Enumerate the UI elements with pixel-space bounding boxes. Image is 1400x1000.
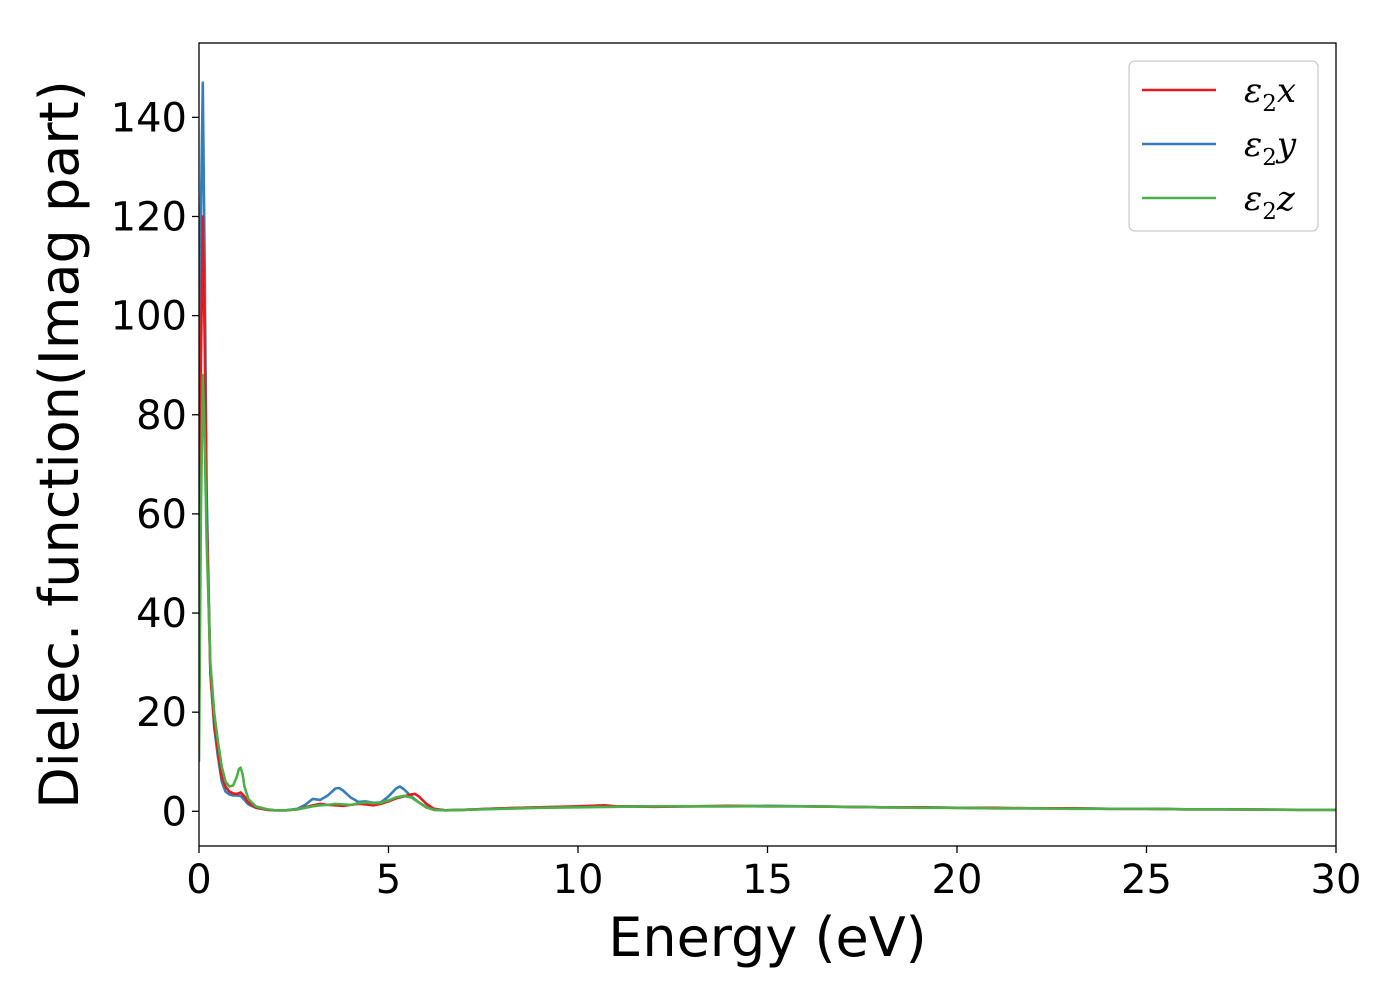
y-tick-label: 20 — [136, 690, 187, 736]
plot-area — [199, 81, 1336, 812]
x-axis-title: Energy (eV) — [608, 906, 927, 969]
x-tick-label: 0 — [186, 857, 211, 903]
x-tick-label: 20 — [932, 857, 983, 903]
legend-label-x: ε2x — [1244, 71, 1296, 117]
x-tick-label: 30 — [1311, 857, 1362, 903]
y-tick-label: 40 — [136, 591, 187, 637]
y-tick-label: 140 — [111, 95, 187, 141]
x-axis: 0 5 10 15 20 25 30 — [186, 846, 1361, 903]
series-line-z — [199, 373, 1336, 812]
legend-label-y: ε2y — [1244, 125, 1297, 171]
x-tick-label: 25 — [1121, 857, 1172, 903]
series-line-x — [199, 215, 1336, 812]
y-tick-label: 120 — [111, 194, 187, 240]
y-tick-label: 60 — [136, 492, 187, 538]
legend-label-z: ε2z — [1244, 179, 1296, 225]
y-tick-label: 0 — [162, 789, 187, 835]
x-tick-label: 15 — [742, 857, 793, 903]
x-tick-label: 10 — [553, 857, 604, 903]
y-axis-title: Dielec. function(Imag part) — [28, 80, 91, 809]
x-tick-label: 5 — [376, 857, 401, 903]
y-axis: 0 20 40 60 80 100 120 140 — [111, 95, 199, 835]
y-tick-label: 100 — [111, 294, 187, 340]
y-tick-label: 80 — [136, 393, 187, 439]
legend: ε2x ε2y ε2z — [1128, 60, 1319, 232]
legend-box — [1128, 60, 1319, 232]
